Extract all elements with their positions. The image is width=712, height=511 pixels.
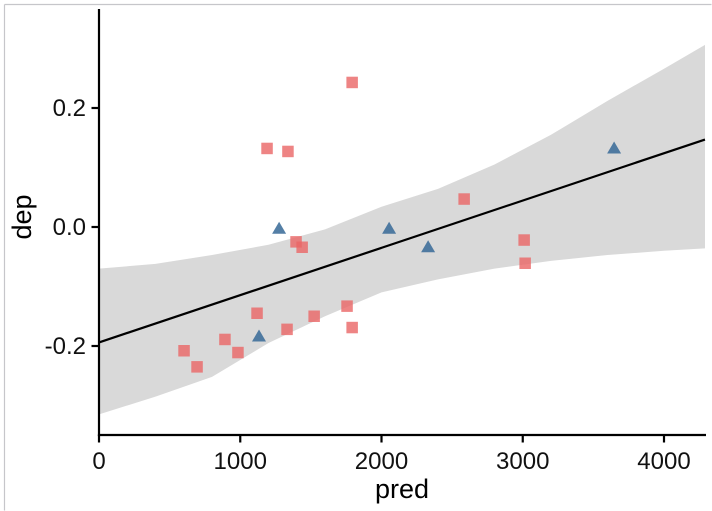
tick-label: -0.2 — [45, 333, 86, 360]
tick-label: 0.0 — [53, 214, 86, 241]
axes: 0 1000 2000 3000 4000 0.2 0.0 -0.2 — [45, 9, 706, 475]
data-point-square — [346, 76, 358, 89]
group-triangles — [252, 141, 622, 342]
data-point-square — [519, 257, 531, 269]
data-point-square — [219, 333, 231, 346]
data-point-square — [458, 193, 470, 205]
scatter-points — [178, 76, 622, 373]
data-point-triangle — [607, 141, 622, 154]
data-point-triangle — [421, 240, 436, 253]
data-point-square — [518, 234, 530, 246]
axis-ticks — [91, 106, 666, 443]
data-point-triangle — [252, 329, 266, 342]
data-point-square — [282, 145, 294, 158]
data-point-square — [261, 142, 273, 155]
tick-label: 4000 — [637, 448, 690, 475]
data-point-square — [346, 321, 358, 334]
regression-line — [98, 138, 706, 344]
data-point-square — [281, 323, 293, 336]
data-point-square — [296, 241, 308, 253]
data-point-square — [251, 307, 263, 319]
data-point-square — [178, 345, 190, 357]
data-point-square — [341, 300, 353, 312]
tick-label: 2000 — [355, 448, 408, 475]
confidence-band — [99, 44, 705, 415]
data-point-triangle — [382, 221, 397, 234]
data-point-triangle — [272, 221, 287, 234]
tick-label: 3000 — [496, 448, 549, 475]
axis-tick-labels: 0 1000 2000 3000 4000 0.2 0.0 -0.2 — [45, 95, 691, 475]
frame-border — [3, 3, 712, 511]
tick-label: 0 — [92, 448, 105, 475]
tick-label: 1000 — [214, 448, 267, 475]
data-point-square — [232, 346, 244, 359]
data-point-square — [290, 236, 302, 248]
data-point-square — [191, 361, 203, 373]
group-squares — [178, 76, 531, 373]
tick-label: 0.2 — [53, 95, 86, 122]
data-point-square — [308, 310, 320, 322]
x-axis-title: pred — [375, 474, 429, 504]
y-axis-title: dep — [7, 194, 37, 239]
